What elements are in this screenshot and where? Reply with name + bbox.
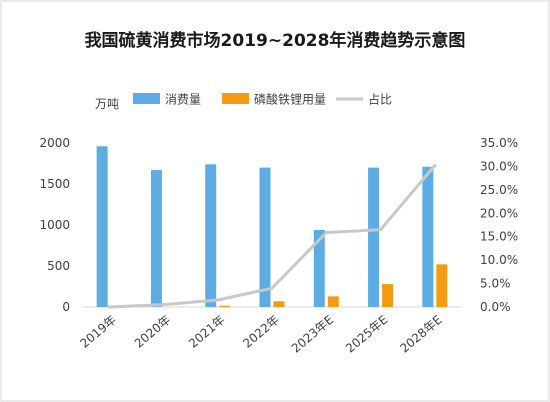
left-tick-label: 0 — [62, 300, 70, 314]
right-tick-label: 15.0% — [480, 230, 518, 244]
right-tick-label: 35.0% — [480, 136, 518, 150]
ratio-line-series — [107, 163, 437, 309]
y-unit-label: 万吨 — [95, 97, 119, 111]
legend-label-2: 占比 — [368, 92, 392, 107]
right-tick-label: 0.0% — [480, 300, 511, 314]
line-point-1 — [161, 303, 165, 307]
bar-0-3 — [259, 167, 271, 307]
right-axis-ticks: 0.0% 5.0% 10.0% 15.0% 20.0% 25.0% 30.0% 35.0% — [480, 136, 518, 314]
legend-swatch-0 — [133, 93, 160, 104]
left-axis-ticks: 0 500 1000 1500 2000 — [39, 136, 70, 314]
bar-1-6 — [436, 264, 448, 307]
bar-0-5 — [368, 167, 380, 307]
legend-label-1: 磷酸铁锂用量 — [254, 92, 326, 107]
right-tick-label: 30.0% — [480, 159, 518, 173]
legend: 消费量 磷酸铁锂用量 占比 — [133, 92, 392, 107]
bar-0-1 — [150, 170, 162, 307]
bar-0-0 — [96, 146, 108, 307]
bar-1-5 — [382, 284, 394, 307]
right-tick-label: 10.0% — [480, 253, 518, 267]
left-tick-label: 500 — [47, 259, 70, 273]
left-tick-label: 1500 — [39, 177, 70, 191]
chart-title: 我国硫黄消费市场2019~2028年消费趋势示意图 — [85, 30, 466, 51]
bars — [96, 146, 448, 307]
left-tick-label: 2000 — [39, 136, 70, 150]
bar-1-4 — [327, 296, 339, 307]
legend-swatch-1 — [222, 93, 249, 104]
right-tick-label: 20.0% — [480, 206, 518, 220]
line-point-2 — [216, 298, 220, 302]
line-point-4 — [324, 230, 328, 234]
bar-0-6 — [422, 166, 434, 307]
bar-0-4 — [313, 229, 325, 307]
bar-1-3 — [273, 301, 285, 307]
legend-label-0: 消费量 — [165, 93, 201, 107]
right-tick-label: 5.0% — [480, 277, 511, 291]
line-point-0 — [107, 305, 111, 309]
bar-0-2 — [205, 164, 217, 307]
line-point-3 — [270, 286, 274, 290]
right-tick-label: 25.0% — [480, 183, 518, 197]
left-tick-label: 1000 — [39, 218, 70, 232]
line-point-5 — [379, 228, 383, 232]
bar-1-2 — [219, 305, 231, 307]
line-point-6 — [433, 163, 437, 167]
